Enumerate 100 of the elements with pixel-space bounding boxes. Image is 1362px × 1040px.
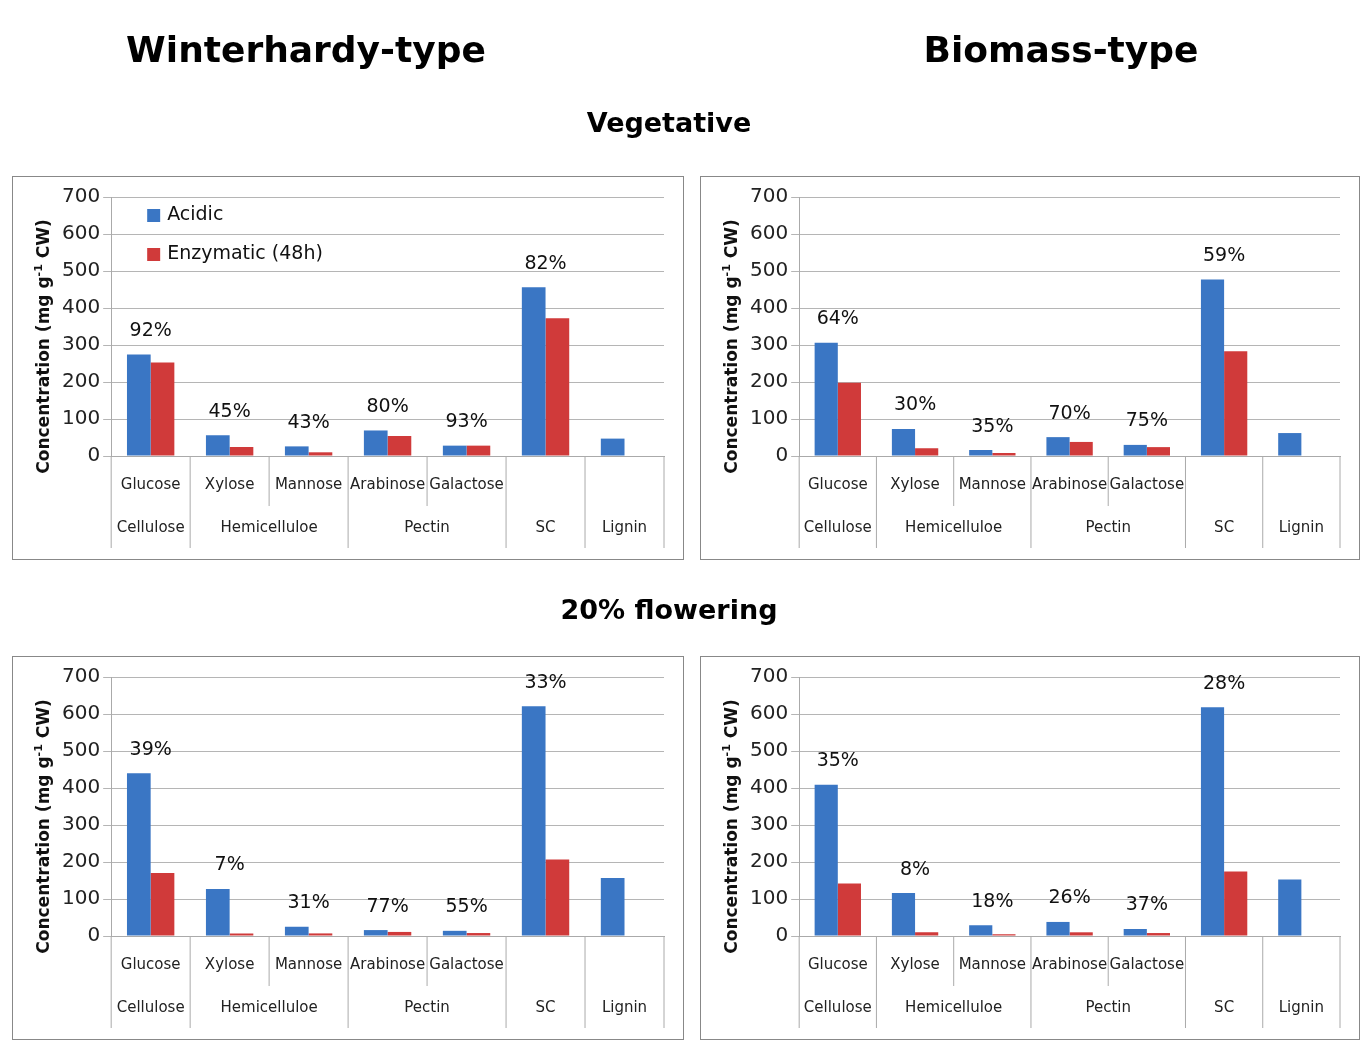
y-tick-label: 500 [61,257,101,282]
x-tick-label: Glucose [807,954,868,973]
bar [992,453,1016,456]
text: Cellulose [116,997,185,1016]
bar [126,773,151,936]
y-axis-title: Concentration (mg g-1 CW) [719,219,742,474]
bar [1069,441,1093,456]
bar [150,362,175,456]
annotation: 70% [1048,400,1091,423]
text: Pectin [404,997,450,1016]
annotation: 45% [208,398,251,421]
bar [284,926,309,936]
y-tick-label: 100 [749,405,789,430]
text: Lignin [1278,997,1324,1016]
y-tick-label: 200 [61,848,101,873]
y-tick-label: 300 [749,811,789,836]
text: Hemicelluloe [220,517,318,536]
y-axis-title: Concentration (mg g-1 CW) [31,219,54,474]
annotation: 75% [1125,408,1168,431]
bar [1200,279,1225,456]
annotation: 39% [129,736,172,759]
annotation: 80% [366,393,409,416]
y-axis-title: Concentration (mg g-1 CW) [719,699,742,954]
bar [205,889,230,936]
x-tick-label: Galactose [429,954,504,973]
x-tick-label: Xylose [890,474,940,493]
annotation: 28% [1202,670,1246,693]
bar [545,318,570,456]
y-tick-label: 400 [61,774,101,799]
bar [308,933,333,936]
x-tick-label: Arabinose [1032,474,1108,493]
x-tick-label: Glucose [807,474,868,493]
bar [814,784,838,936]
annotation: 92% [129,318,172,341]
chart-title: Biomass-type [923,29,1199,70]
bar [126,354,151,456]
bar [363,930,388,936]
x-tick-label: Galactose [1109,954,1185,973]
annotation: 35% [816,748,859,771]
x-tick-label: Arabinose [350,474,426,493]
y-tick-label: 300 [61,811,101,836]
annotation: 59% [1202,242,1246,265]
annotation: 18% [971,888,1014,911]
bar [521,287,546,456]
text: Cellulose [803,517,872,536]
text: Cellulose [116,517,185,536]
legend-label: Enzymatic (48h) [167,240,323,263]
bar [387,436,412,456]
y-tick-label: 500 [749,737,789,762]
bar [1278,433,1302,456]
annotation: 43% [287,409,330,432]
bar [442,445,467,456]
text: Lignin [1278,517,1324,536]
y-tick-label: 600 [61,700,101,725]
bar [284,446,309,456]
bar [466,445,491,456]
bar [891,428,916,456]
text: Cellulose [803,997,872,1016]
bar [521,706,546,936]
annotation: 35% [971,413,1014,436]
text: SC [1214,997,1235,1016]
bar [1146,447,1171,456]
x-tick-label: Glucose [120,954,181,973]
x-tick-label: Mannose [958,954,1027,973]
bar [915,448,939,456]
bar [1069,932,1093,936]
text: SC [535,997,556,1016]
x-tick-label: Mannose [274,954,343,973]
legend-label: Acidic [167,201,224,224]
x-tick-label: Xylose [890,954,940,973]
annotation: 82% [524,250,567,273]
y-tick-label: 700 [61,183,101,208]
y-tick-label: 700 [749,663,789,688]
y-tick-label: 700 [749,183,789,208]
bar [1123,928,1147,936]
bar [442,930,467,936]
x-tick-label: Glucose [120,474,181,493]
bar [969,925,993,936]
text: Hemicelluloe [905,997,1003,1016]
annotation: 7% [214,852,245,875]
bar [387,931,412,936]
bar [1200,707,1225,936]
chart-subtitle: Vegetative [586,107,752,138]
x-tick-label: Xylose [204,954,255,973]
y-tick-label: 200 [749,368,789,393]
x-tick-label: Galactose [1109,474,1185,493]
bar [814,342,838,456]
y-tick-label: 400 [749,774,789,799]
y-tick-label: 500 [749,257,789,282]
bar [837,883,861,936]
y-tick-label: 600 [61,220,101,245]
bar [229,447,254,456]
y-tick-label: 100 [61,885,101,910]
annotation: 64% [816,306,859,329]
chart-title: Winterhardy-type [126,29,486,70]
bar [308,452,333,456]
bar [1146,933,1171,936]
y-tick-label: 200 [749,848,789,873]
bar [205,435,230,456]
y-tick-label: 700 [61,663,101,688]
